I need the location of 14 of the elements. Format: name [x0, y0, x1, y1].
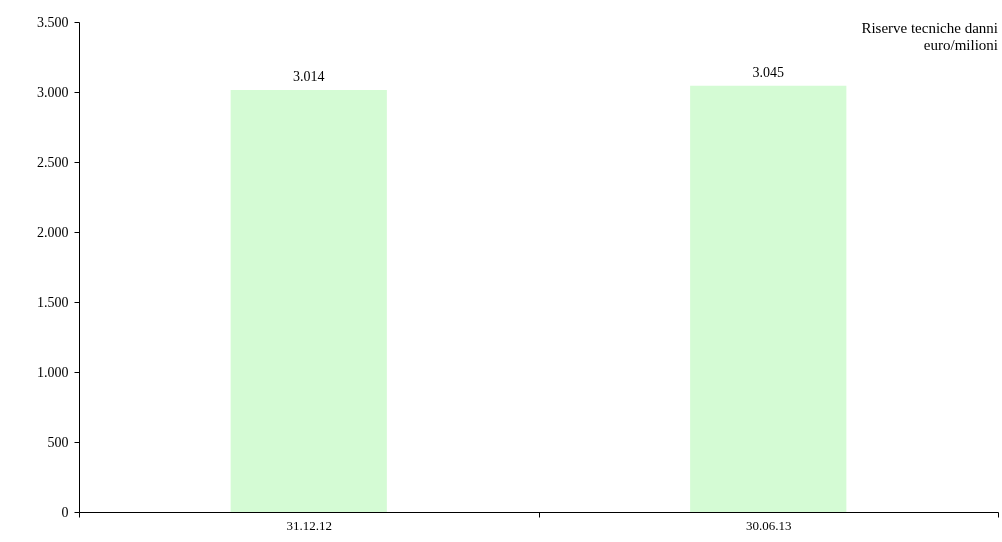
chart-title: Riserve tecniche danni — [861, 20, 998, 36]
y-tick-label: 1.000 — [37, 364, 69, 380]
data-label: 3.014 — [293, 69, 325, 85]
y-tick-label: 500 — [47, 434, 69, 450]
y-tick-label: 2.500 — [37, 154, 69, 170]
x-tick-label: 30.06.13 — [746, 517, 792, 533]
text: euro/milioni — [923, 37, 998, 53]
y-tick-label: 2.000 — [37, 224, 69, 240]
y-tick-label: 1.500 — [37, 294, 69, 310]
y-tick-label: 3.500 — [37, 14, 69, 30]
y-tick-label: 0 — [61, 504, 69, 520]
x-tick-label: 31.12.12 — [286, 517, 332, 533]
data-label: 3.045 — [752, 64, 784, 80]
y-tick-label: 3.000 — [37, 84, 69, 100]
